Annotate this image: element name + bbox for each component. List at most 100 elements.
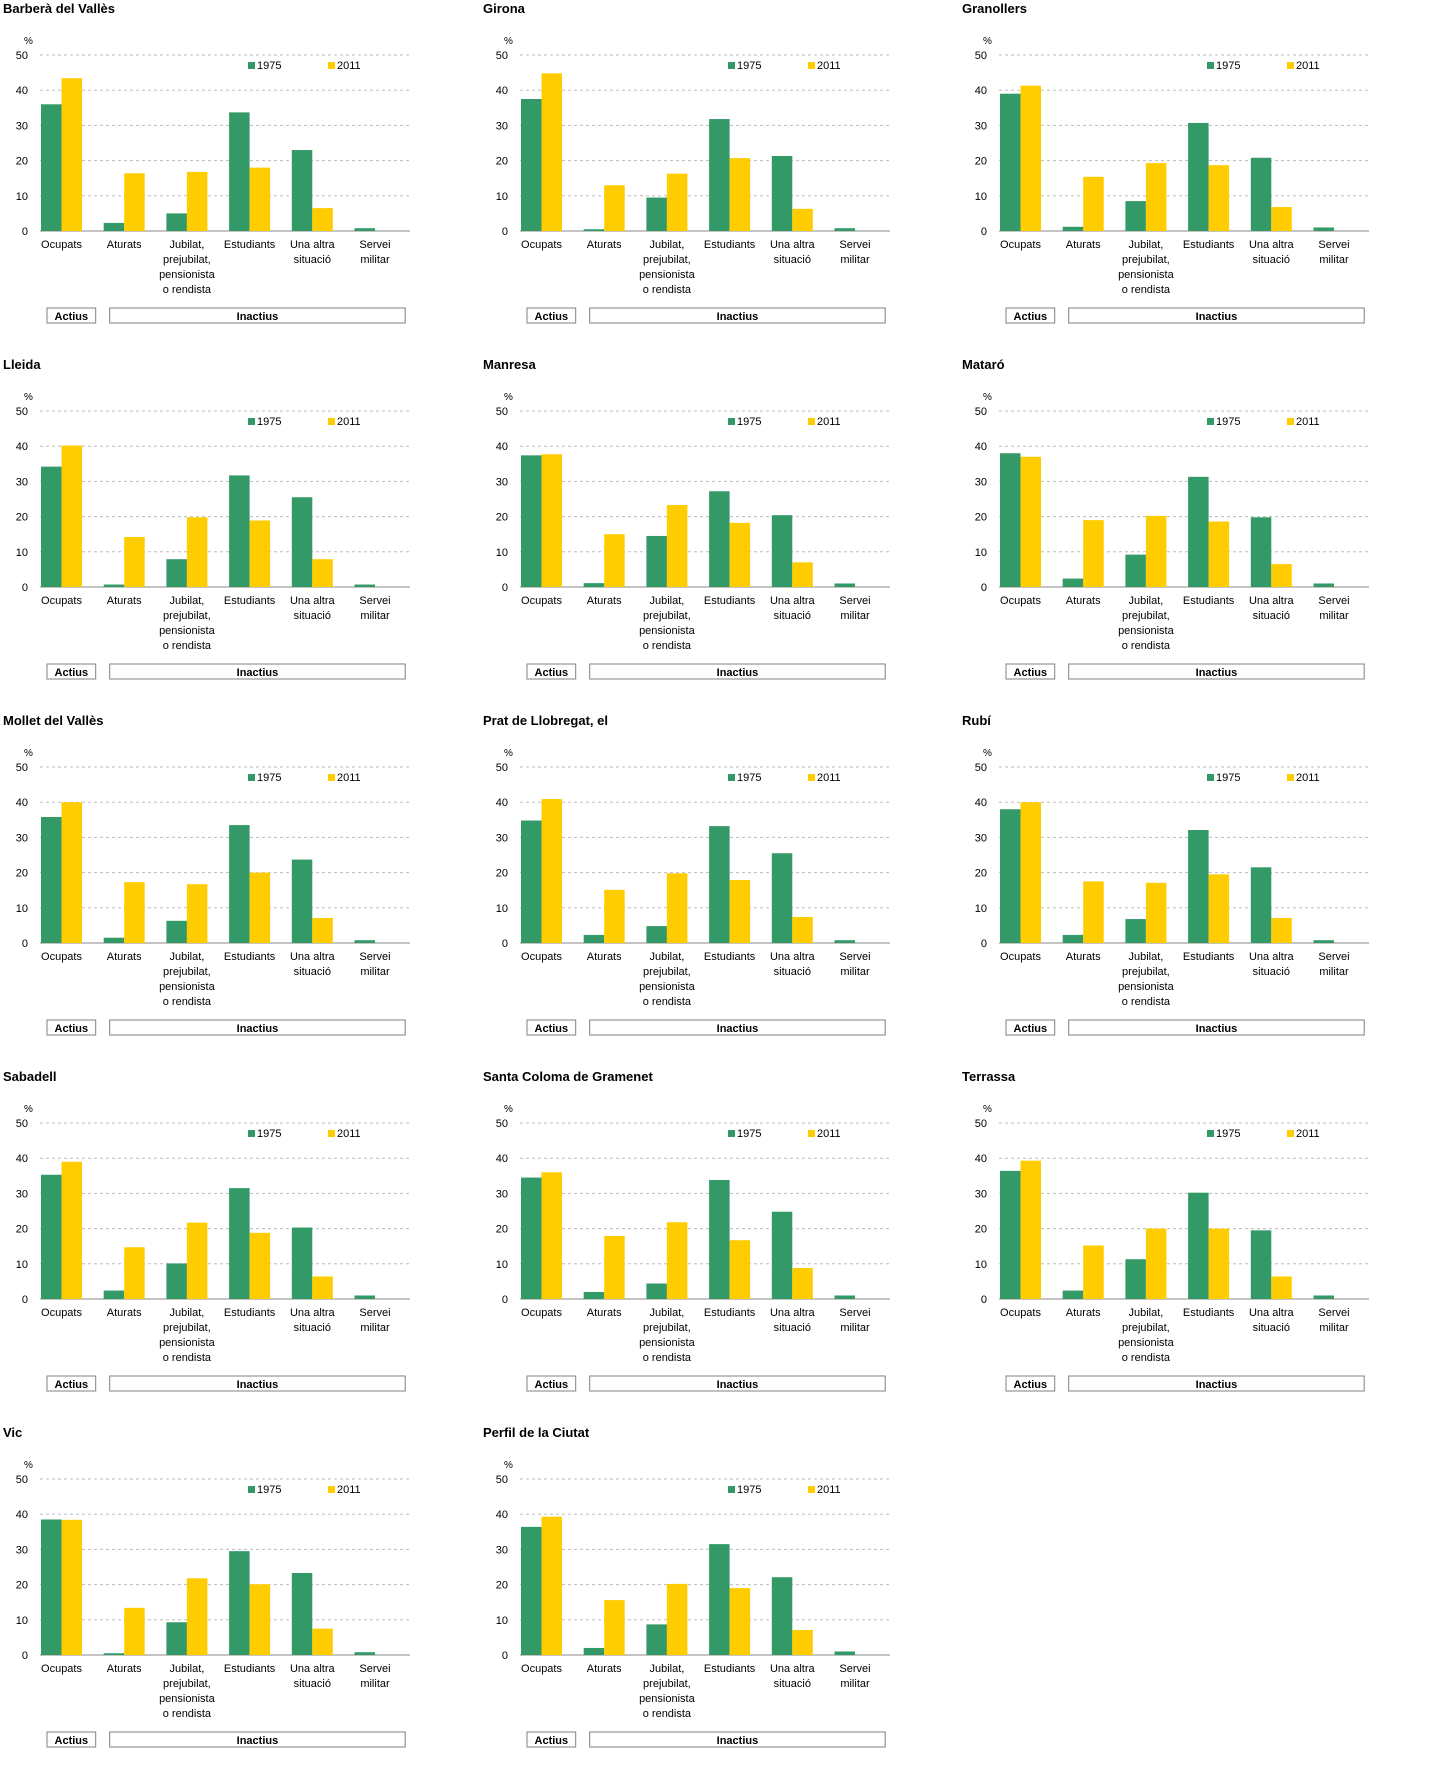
legend-label: 2011	[1296, 60, 1320, 72]
y-tick-label: 30	[496, 1188, 508, 1200]
group-label: Actius	[55, 1023, 89, 1035]
chart-title: Vic	[3, 1425, 22, 1440]
y-tick-label: 30	[16, 1544, 28, 1556]
bar-2011	[604, 1235, 625, 1299]
bar-1975	[41, 1174, 62, 1299]
y-tick-label: 50	[496, 50, 508, 62]
x-tick-label: prejubilat,	[1122, 610, 1170, 622]
group-box	[46, 1019, 97, 1036]
bar-1975	[709, 119, 730, 231]
y-tick-label: 50	[496, 406, 508, 418]
y-tick-label: 10	[975, 1259, 987, 1271]
x-tick-label: Aturats	[1066, 239, 1101, 251]
y-tick-label: 0	[22, 226, 28, 238]
bar-2011	[124, 1607, 145, 1655]
y-tick-label: 40	[975, 797, 987, 809]
y-unit-label: %	[504, 748, 513, 759]
bar-1975	[41, 104, 62, 231]
x-tick-label: o rendista	[643, 284, 692, 296]
x-tick-label: Estudiants	[1183, 595, 1235, 607]
x-tick-label: pensionista	[159, 269, 216, 281]
x-tick-label: Aturats	[587, 239, 622, 251]
y-tick-label: 0	[502, 1294, 508, 1306]
group-label: Inactius	[1196, 667, 1238, 679]
x-tick-label: prejubilat,	[643, 1678, 691, 1690]
x-tick-label: prejubilat,	[1122, 1322, 1170, 1334]
group-label: Actius	[1014, 311, 1048, 323]
group-label: Inactius	[717, 1023, 759, 1035]
bar-2011	[249, 1584, 271, 1655]
chart-title: Manresa	[483, 357, 537, 372]
y-tick-label: 20	[16, 1224, 28, 1236]
x-tick-label: militar	[840, 1322, 870, 1334]
x-tick-label: pensionista	[639, 1693, 696, 1705]
x-tick-label: Ocupats	[521, 951, 562, 963]
bar-2011	[1020, 85, 1041, 232]
y-tick-label: 0	[22, 1650, 28, 1662]
legend-label: 1975	[737, 60, 761, 72]
bar-2011	[729, 879, 751, 943]
bar-2011	[1271, 564, 1292, 587]
legend-label: 1975	[257, 1484, 281, 1496]
group-box	[526, 1019, 577, 1036]
group-label: Inactius	[1196, 1023, 1238, 1035]
bar-1975	[1188, 476, 1209, 587]
group-box	[46, 1375, 97, 1392]
bar-1975	[166, 920, 187, 943]
legend-label: 2011	[817, 772, 841, 784]
bar-2011	[1083, 881, 1104, 943]
bar-2011	[1208, 1228, 1230, 1299]
chart-title: Perfil de la Ciutat	[483, 1425, 590, 1440]
y-tick-label: 20	[496, 868, 508, 880]
y-tick-label: 20	[975, 868, 987, 880]
y-tick-label: 0	[22, 1294, 28, 1306]
bar-1975	[354, 228, 375, 231]
x-tick-label: Estudiants	[704, 951, 756, 963]
group-label: Inactius	[717, 311, 759, 323]
y-unit-label: %	[24, 1460, 33, 1471]
x-tick-label: Servei	[359, 951, 390, 963]
legend-label: 1975	[257, 772, 281, 784]
group-box	[46, 307, 97, 324]
y-tick-label: 30	[496, 120, 508, 132]
x-tick-label: Una altra	[770, 239, 816, 251]
x-tick-label: Aturats	[587, 1307, 622, 1319]
bar-1975	[1250, 517, 1272, 587]
y-tick-label: 30	[975, 476, 987, 488]
y-tick-label: 10	[496, 1615, 508, 1627]
legend-label: 1975	[1216, 772, 1240, 784]
x-tick-label: Servei	[839, 951, 870, 963]
x-tick-label: Estudiants	[704, 1663, 756, 1675]
x-tick-label: pensionista	[159, 1337, 216, 1349]
x-tick-label: pensionista	[1118, 269, 1175, 281]
x-tick-label: prejubilat,	[643, 254, 691, 266]
chart-panel: Granollers% 0 10 20 30 40 50 Ocupats Aturats Jubi…	[962, 1, 1369, 324]
x-tick-label: prejubilat,	[643, 966, 691, 978]
bar-2011	[1145, 882, 1167, 943]
bar-1975	[1000, 1170, 1021, 1299]
x-tick-label: situació	[294, 1322, 331, 1334]
x-tick-label: Servei	[359, 1663, 390, 1675]
x-tick-label: militar	[360, 966, 390, 978]
y-tick-label: 10	[16, 1259, 28, 1271]
bar-1975	[41, 466, 62, 587]
y-tick-label: 20	[496, 512, 508, 524]
y-tick-label: 30	[975, 832, 987, 844]
group-box	[526, 1375, 577, 1392]
bar-1975	[834, 940, 855, 943]
bar-1975	[103, 937, 125, 943]
x-tick-label: o rendista	[163, 284, 212, 296]
bar-1975	[583, 934, 605, 943]
legend-swatch	[728, 418, 735, 425]
y-tick-label: 40	[496, 1509, 508, 1521]
group-label: Inactius	[1196, 1379, 1238, 1391]
x-tick-label: Aturats	[107, 239, 142, 251]
x-tick-label: prejubilat,	[163, 966, 211, 978]
x-tick-label: Una altra	[770, 1307, 816, 1319]
bar-1975	[583, 229, 605, 231]
chart-title: Granollers	[962, 1, 1027, 16]
bar-1975	[1062, 226, 1084, 231]
x-tick-label: Jubilat,	[1128, 951, 1163, 963]
legend-swatch	[328, 62, 335, 69]
y-unit-label: %	[504, 36, 513, 47]
